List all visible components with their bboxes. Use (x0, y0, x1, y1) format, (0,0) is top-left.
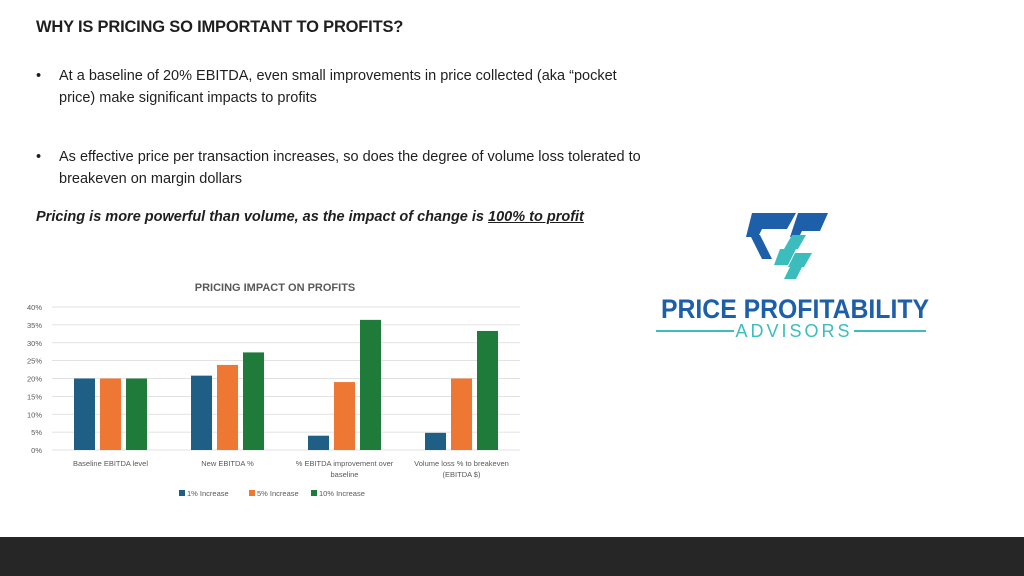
logo-subtitle: ADVISORS (735, 321, 852, 341)
pp-monogram-icon (746, 213, 828, 279)
bullet-item: • As effective price per transaction inc… (36, 146, 649, 190)
x-category-label-line: Baseline EBITDA level (73, 459, 148, 468)
bar (126, 378, 147, 450)
legend-label: 5% Increase (257, 489, 299, 498)
x-category-label-line: (EBITDA $) (443, 470, 481, 479)
emphasis-text: Pricing is more powerful than volume, as… (36, 209, 489, 225)
bar (425, 432, 446, 450)
bar (100, 378, 121, 450)
y-tick-label: 5% (31, 428, 42, 437)
emphasis-underlined-text: 100% to profit (488, 209, 584, 225)
footer-bar (0, 537, 1024, 576)
bullet-symbol: • (36, 149, 42, 165)
emphasis-statement: Pricing is more powerful than volume, as… (36, 209, 584, 225)
x-category-label: Volume loss % to breakeven (EBITDA $) (414, 459, 509, 479)
bar (217, 364, 238, 450)
y-tick-label: 10% (27, 410, 42, 419)
chart-title: PRICING IMPACT ON PROFITS (195, 282, 356, 294)
bar (360, 319, 381, 450)
y-tick-label: 20% (27, 375, 42, 384)
y-tick-label: 30% (27, 339, 42, 348)
bar (191, 375, 212, 450)
x-category-label-line: baseline (331, 470, 359, 479)
slide-title: WHY IS PRICING SO IMPORTANT TO PROFITS? (36, 18, 404, 36)
y-tick-label: 35% (27, 321, 42, 330)
y-tick-label: 25% (27, 357, 42, 366)
bullet-symbol: • (36, 68, 42, 84)
y-tick-label: 0% (31, 446, 42, 455)
legend-swatch (179, 490, 185, 496)
legend-label: 10% Increase (319, 489, 365, 498)
bullet-text: At a baseline of 20% EBITDA, even small … (59, 68, 617, 106)
y-tick-label: 40% (27, 303, 42, 312)
bar (243, 352, 264, 450)
legend-swatch (311, 490, 317, 496)
price-profitability-advisors-logo: PRICE PROFITABILITY ADVISORS (656, 213, 929, 341)
x-category-label-line: % EBITDA improvement over (296, 459, 394, 468)
x-category-label-line: New EBITDA % (201, 459, 254, 468)
bar (477, 330, 498, 450)
logo-wordmark: PRICE PROFITABILITY (661, 294, 929, 324)
bar (74, 378, 95, 450)
bullet-text: As effective price per transaction incre… (59, 149, 641, 187)
y-tick-label: 15% (27, 392, 42, 401)
x-category-label: New EBITDA % (201, 459, 254, 468)
legend-label: 1% Increase (187, 489, 229, 498)
x-category-label: % EBITDA improvement over baseline (296, 459, 394, 479)
x-category-label-line: Volume loss % to breakeven (414, 459, 509, 468)
bar (308, 435, 329, 450)
bullet-item: • At a baseline of 20% EBITDA, even smal… (36, 65, 649, 109)
bar (334, 382, 355, 450)
x-category-label: Baseline EBITDA level (73, 459, 148, 468)
pricing-impact-chart: PRICING IMPACT ON PROFITS 0% 5% 10% 15% 20% 2… (27, 282, 520, 498)
bar (451, 378, 472, 450)
legend-swatch (249, 490, 255, 496)
